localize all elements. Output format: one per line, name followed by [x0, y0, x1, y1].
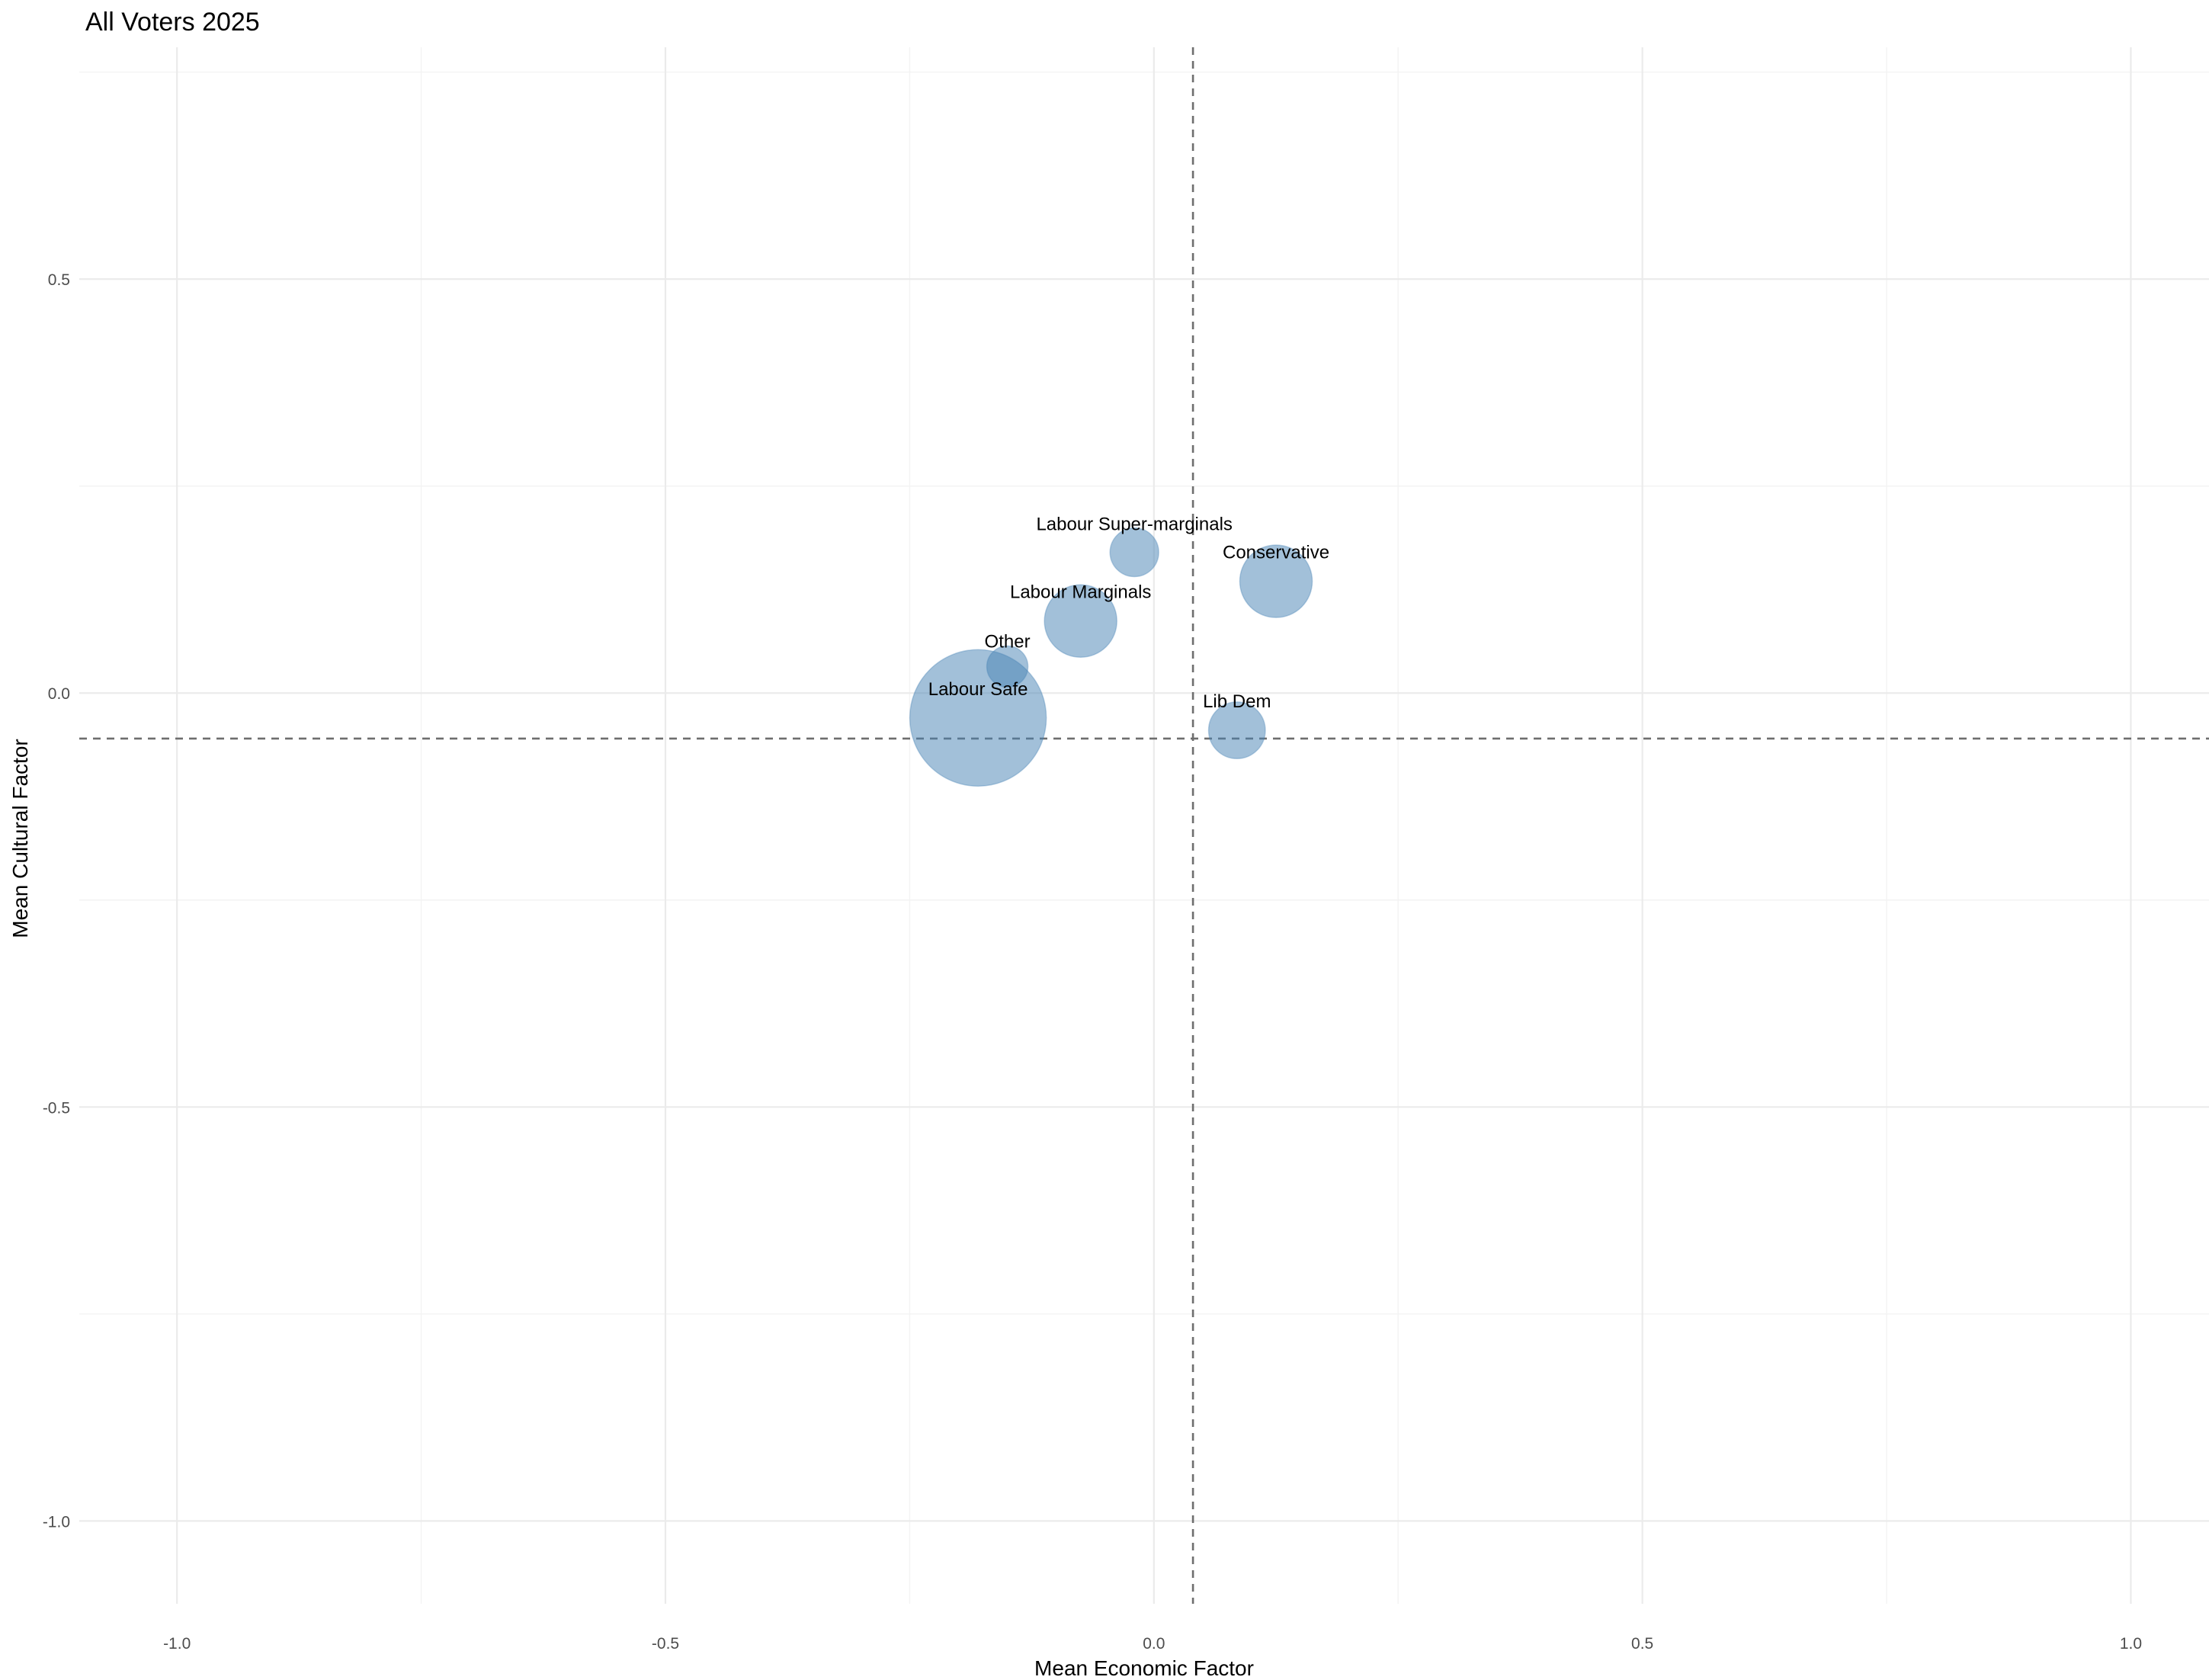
bubble-label: Conservative	[1223, 543, 1329, 563]
reference-lines	[79, 47, 2209, 1604]
x-tick-labels: -1.0 -0.5 0.0 0.5 1.0	[163, 1635, 2142, 1653]
point-labels: Labour Super-marginals Conservative Labour…	[928, 515, 1329, 712]
minor-gridlines	[79, 47, 2209, 1604]
bubble-point	[1207, 701, 1266, 760]
y-tick-label: 0.5	[48, 271, 70, 289]
chart-title: All Voters 2025	[85, 8, 260, 37]
bubble-point	[1109, 527, 1159, 578]
y-tick-label: 0.0	[48, 685, 70, 703]
bubbles	[909, 527, 1313, 787]
bubble-point	[1239, 544, 1313, 618]
x-tick-label: 0.5	[1631, 1635, 1653, 1653]
x-tick-label: -1.0	[163, 1635, 191, 1653]
bubble-point	[1044, 584, 1117, 659]
x-tick-label: 1.0	[2120, 1635, 2142, 1653]
bubble-label: Labour Safe	[928, 679, 1028, 700]
y-tick-label: -0.5	[43, 1099, 70, 1117]
bubble-label: Lib Dem	[1203, 691, 1271, 712]
bubble-point	[986, 645, 1029, 688]
x-axis-title: Mean Economic Factor	[1034, 1656, 1254, 1680]
bubble-label: Labour Super-marginals	[1036, 515, 1232, 535]
y-tick-labels: -1.0 -0.5 0.0 0.5	[43, 271, 70, 1531]
x-tick-label: -0.5	[652, 1635, 679, 1653]
bubble-label: Other	[985, 631, 1031, 652]
bubble-label: Labour Marginals	[1010, 582, 1151, 603]
major-gridlines	[79, 47, 2209, 1604]
x-tick-label: 0.0	[1143, 1635, 1165, 1653]
y-axis-title: Mean Cultural Factor	[8, 739, 32, 938]
y-tick-label: -1.0	[43, 1513, 70, 1531]
